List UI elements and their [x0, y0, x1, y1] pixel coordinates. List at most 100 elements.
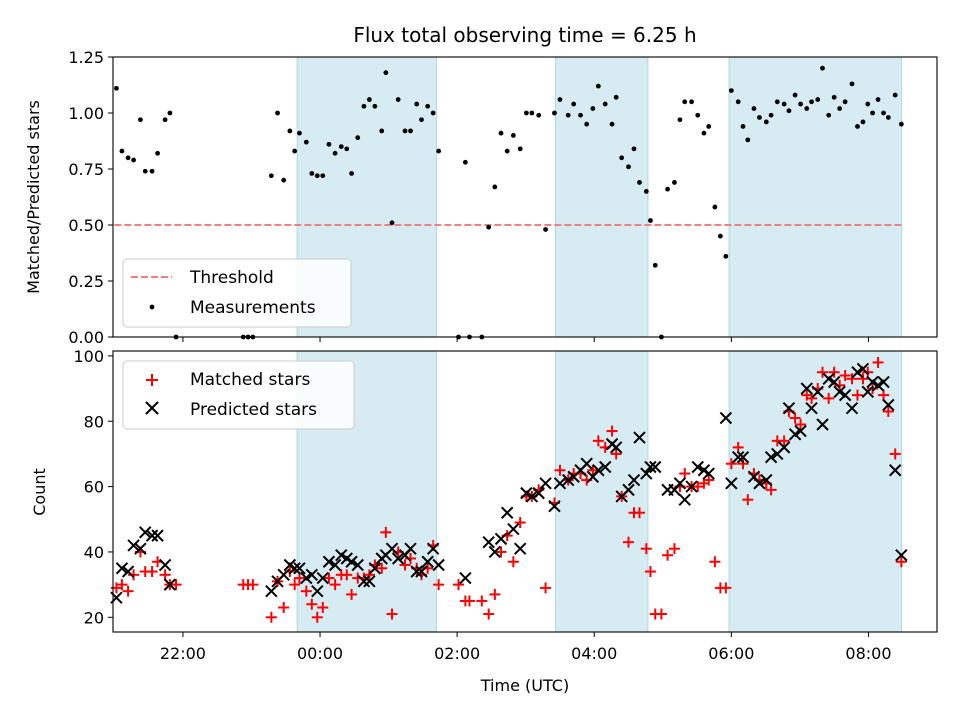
measurements-legend-label: Measurements [190, 298, 316, 318]
measurement-point [643, 189, 649, 194]
measurement-point [751, 106, 757, 111]
predicted-star-point [598, 460, 612, 474]
matched-star-point [742, 494, 754, 506]
highlight-span [728, 56, 903, 338]
measurement-point [523, 110, 529, 116]
measurement-point [781, 101, 787, 107]
predicted-star-point [151, 529, 164, 542]
matched-legend-label: Matched stars [190, 370, 310, 390]
predicted-star-point [856, 362, 870, 376]
predicted-star-point [882, 398, 895, 412]
measurement-point [492, 184, 498, 190]
top-legend: Threshold Measurements [122, 258, 352, 328]
measurement-point [898, 121, 904, 127]
matched-star-point [778, 435, 790, 447]
predicted-star-point [415, 565, 428, 578]
predicted-star-point [357, 575, 371, 588]
matched-star-point [795, 419, 807, 431]
predicted-star-point [328, 558, 342, 572]
predicted-star-point [300, 571, 313, 585]
measurement-point [774, 99, 780, 105]
matched-star-point [341, 569, 353, 581]
matched-star-point [554, 464, 566, 476]
predicted-star-point [673, 477, 687, 490]
measurement-point [860, 119, 866, 125]
measurement-point [142, 168, 148, 174]
top-y-tick-label: 1.00 [68, 104, 104, 123]
predicted-star-point [805, 401, 818, 415]
measurement-point [338, 144, 344, 150]
top-legend-box [122, 258, 352, 328]
measurement-point [723, 253, 729, 259]
matched-star-point [668, 543, 680, 555]
predicted-star-point [410, 565, 423, 578]
bottom-y-axis-label: Count [30, 468, 49, 516]
predicted-star-point [432, 558, 445, 572]
measurement-point [297, 130, 302, 136]
measurement-point [609, 121, 615, 127]
predicted-star-point [838, 388, 852, 402]
measurement-point [820, 65, 825, 71]
matched-star-point [433, 579, 445, 591]
measurement-point [344, 146, 350, 152]
predicted-star-point [494, 532, 508, 546]
measurement-point [114, 85, 119, 91]
predicted-star-point [134, 542, 147, 555]
measurement-point [637, 180, 642, 185]
measurement-point [349, 171, 354, 176]
measurement-point [815, 97, 821, 102]
measurement-point [517, 146, 523, 152]
matched-star-point [289, 579, 301, 591]
predicted-star-point [548, 499, 561, 513]
measurement-point [682, 99, 688, 105]
measurement-point [763, 119, 769, 125]
measurement-point [395, 97, 401, 102]
matched-star-point [606, 425, 618, 437]
predicted-star-point [782, 401, 796, 415]
x-tick-label: 04:00 [571, 644, 617, 663]
predicted-star-point [345, 555, 358, 568]
measurement-point [672, 180, 677, 185]
predicted-star-point [580, 457, 593, 470]
predicted-star-point [753, 477, 766, 490]
matched-star-point [851, 389, 863, 401]
matched-star-point [709, 556, 721, 568]
predicted-star-point [265, 584, 278, 598]
measurement-point [804, 106, 810, 111]
measurement-point [740, 124, 746, 129]
measurement-point [565, 112, 571, 118]
predicted-star-point [871, 379, 885, 392]
matched-star-point [834, 379, 846, 391]
measurement-point [875, 97, 881, 102]
measurement-point [138, 117, 143, 123]
matched-star-point [867, 383, 879, 395]
predicted-star-point [363, 575, 376, 588]
matched-star-point [587, 464, 599, 476]
measurement-point [408, 128, 413, 134]
predicted-star-point [685, 480, 698, 493]
bottom-y-tick-label: 100 [73, 347, 104, 366]
measurement-point [757, 115, 762, 120]
measurement-point [798, 101, 803, 107]
bottom-x-ticks: 22:00 00:00 02:00 04:00 06:00 08:00 [160, 632, 892, 663]
predicted-star-point [311, 584, 324, 598]
predicted-star-point [644, 460, 657, 474]
matched-star-point [128, 569, 140, 581]
top-y-tick-label: 1.25 [68, 48, 104, 67]
predicted-legend-swatch [145, 401, 159, 415]
measurement-point [631, 146, 637, 152]
matched-legend-swatch [146, 374, 158, 386]
measurement-point [332, 150, 338, 156]
predicted-star-point [385, 542, 399, 555]
predicted-star-point [592, 464, 605, 477]
measurement-point [292, 148, 298, 154]
top-y-tick-label: 0.00 [68, 328, 104, 347]
measurement-point [728, 88, 734, 93]
predicted-star-point [788, 428, 802, 441]
threshold-legend-label: Threshold [189, 268, 274, 288]
measurement-point [281, 177, 287, 183]
predicted-star-point [888, 464, 902, 477]
matched-star-point [655, 608, 667, 620]
measurement-point [602, 101, 608, 107]
predicted-star-point [833, 385, 846, 399]
